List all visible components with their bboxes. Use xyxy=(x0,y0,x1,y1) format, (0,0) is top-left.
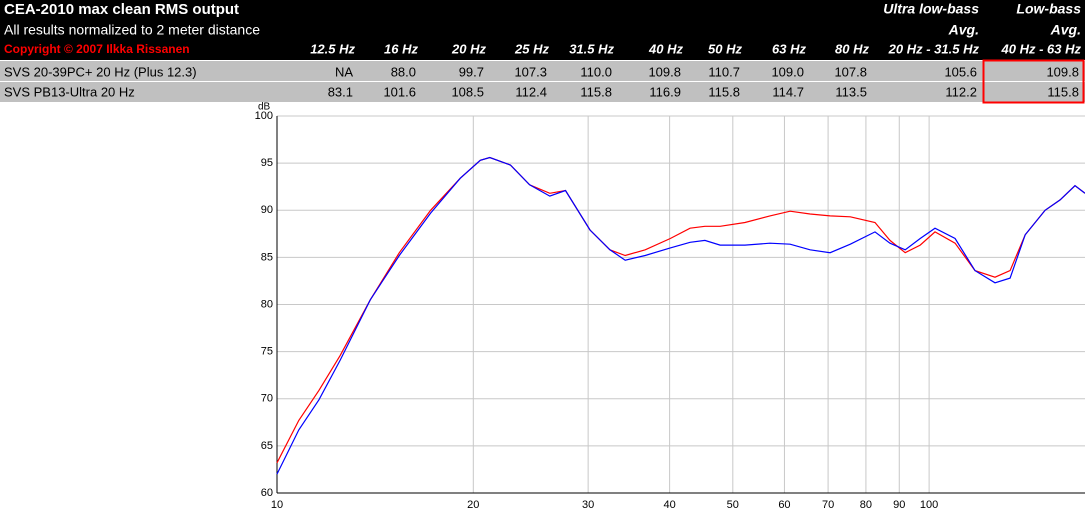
series-line xyxy=(276,156,1085,464)
row-name: SVS PB13-Ultra 20 Hz xyxy=(4,84,135,99)
cell: 110.0 xyxy=(580,64,612,79)
cell: 99.7 xyxy=(459,64,484,79)
cell: 83.1 xyxy=(328,84,353,99)
x-tick-label: 60 xyxy=(778,499,790,511)
copyright: Copyright © 2007 Ilkka Rissanen xyxy=(4,42,190,56)
cell: 101.6 xyxy=(383,84,416,99)
y-tick-label: 100 xyxy=(255,110,273,122)
cell: 108.5 xyxy=(451,84,484,99)
cell: 115.8 xyxy=(580,84,612,99)
group-sublabel: Avg. xyxy=(948,22,979,38)
cell: 110.7 xyxy=(708,64,740,79)
column-header: 25 Hz xyxy=(514,41,549,56)
column-header: 63 Hz xyxy=(772,41,806,56)
group-label: Low-bass xyxy=(1016,1,1081,17)
cell: 115.8 xyxy=(1047,84,1079,99)
series-line xyxy=(276,156,1085,475)
column-header: 40 Hz - 63 Hz xyxy=(1001,41,1082,56)
cell: 113.5 xyxy=(835,84,867,99)
highlight-box xyxy=(982,59,1085,104)
x-tick-label: 30 xyxy=(582,499,594,511)
subtitle: All results normalized to 2 meter distan… xyxy=(4,22,260,38)
cell: 115.8 xyxy=(708,84,740,99)
y-tick-label: 95 xyxy=(261,157,273,169)
y-tick-label: 85 xyxy=(261,251,273,263)
title: CEA-2010 max clean RMS output xyxy=(4,1,239,18)
cell: 112.2 xyxy=(945,84,977,99)
x-tick-label: 70 xyxy=(822,499,834,511)
column-header: 31.5 Hz xyxy=(569,41,614,56)
cell: 107.3 xyxy=(514,64,547,79)
y-tick-label: 65 xyxy=(261,440,273,452)
column-header: 16 Hz xyxy=(384,41,418,56)
column-header: 50 Hz xyxy=(708,41,742,56)
y-tick-label: 80 xyxy=(261,298,273,310)
y-tick-label: 60 xyxy=(261,487,273,499)
cell: 109.0 xyxy=(771,64,804,79)
x-tick-label: 80 xyxy=(860,499,872,511)
y-tick-label: 75 xyxy=(261,346,273,358)
cell: 116.9 xyxy=(649,84,681,99)
header-band xyxy=(0,0,1085,60)
x-tick-label: 100 xyxy=(920,499,938,511)
column-header: 20 Hz - 31.5 Hz xyxy=(888,41,980,56)
x-tick-label: 40 xyxy=(663,499,675,511)
column-header: 40 Hz xyxy=(648,41,683,56)
x-tick-label: 50 xyxy=(727,499,739,511)
column-header: 20 Hz xyxy=(451,41,486,56)
group-label: Ultra low-bass xyxy=(883,1,979,17)
column-header: 12.5 Hz xyxy=(310,41,355,56)
y-tick-label: 90 xyxy=(261,204,273,216)
cell: 88.0 xyxy=(391,64,416,79)
cell: NA xyxy=(335,64,353,79)
x-tick-label: 90 xyxy=(893,499,905,511)
row-name: SVS 20-39PC+ 20 Hz (Plus 12.3) xyxy=(4,64,197,79)
y-axis-label: dB xyxy=(258,102,271,113)
cell: 109.8 xyxy=(1046,64,1079,79)
x-tick-label: 20 xyxy=(467,499,479,511)
x-tick-label: 10 xyxy=(271,499,283,511)
cell: 109.8 xyxy=(648,64,681,79)
y-tick-label: 70 xyxy=(261,393,273,405)
group-sublabel: Avg. xyxy=(1050,22,1081,38)
cell: 107.8 xyxy=(834,64,867,79)
cell: 114.7 xyxy=(772,84,804,99)
cell: 105.6 xyxy=(944,64,977,79)
cell: 112.4 xyxy=(515,84,547,99)
column-header: 80 Hz xyxy=(835,41,869,56)
